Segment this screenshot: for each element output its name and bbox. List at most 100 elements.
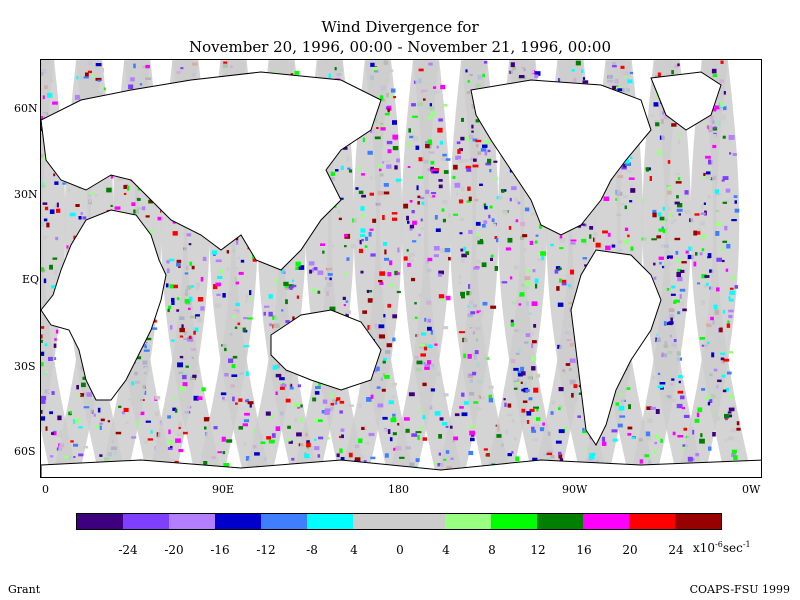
divergence-speckle	[515, 219, 519, 223]
divergence-speckle	[344, 245, 347, 248]
colorbar-tick-label: 20	[622, 543, 638, 557]
divergence-speckle	[657, 212, 662, 217]
divergence-speckle	[602, 441, 607, 446]
divergence-speckle	[533, 406, 539, 409]
divergence-speckle	[509, 197, 512, 202]
divergence-speckle	[468, 373, 473, 376]
divergence-speckle	[350, 244, 357, 249]
divergence-speckle	[356, 238, 361, 243]
landmass-greenland	[650, 71, 722, 131]
colorbar-swatch	[399, 514, 445, 529]
divergence-speckle	[438, 184, 443, 189]
divergence-speckle	[415, 431, 422, 434]
divergence-speckle	[190, 306, 193, 311]
divergence-speckle	[249, 297, 254, 301]
landmass-south-america	[570, 249, 662, 446]
divergence-speckle	[694, 418, 700, 423]
divergence-speckle	[264, 305, 270, 308]
divergence-speckle	[344, 271, 348, 275]
divergence-speckle	[197, 318, 203, 323]
divergence-speckle	[605, 245, 611, 251]
divergence-speckle	[487, 149, 491, 153]
divergence-speckle	[488, 385, 494, 389]
divergence-speckle	[253, 429, 257, 434]
divergence-speckle	[672, 219, 678, 222]
divergence-speckle	[195, 282, 200, 288]
divergence-speckle	[193, 330, 196, 335]
divergence-speckle	[370, 253, 376, 257]
divergence-speckle	[629, 200, 633, 203]
divergence-speckle	[540, 251, 546, 256]
divergence-speckle	[707, 195, 711, 199]
divergence-speckle	[468, 450, 474, 456]
divergence-speckle	[443, 170, 449, 174]
divergence-speckle	[85, 72, 89, 77]
divergence-speckle	[463, 353, 467, 359]
divergence-speckle	[578, 392, 582, 395]
map-canvas	[41, 60, 761, 477]
divergence-speckle	[536, 417, 541, 421]
divergence-speckle	[379, 271, 385, 276]
divergence-speckle	[384, 112, 390, 116]
divergence-speckle	[677, 276, 683, 282]
divergence-speckle	[243, 441, 247, 446]
divergence-speckle	[425, 189, 430, 194]
divergence-speckle	[696, 412, 700, 418]
divergence-speckle	[379, 168, 382, 172]
divergence-speckle	[407, 220, 410, 224]
divergence-speckle	[470, 311, 476, 315]
divergence-speckle	[41, 399, 46, 404]
divergence-speckle	[143, 390, 147, 395]
divergence-speckle	[130, 77, 135, 82]
divergence-speckle	[423, 98, 426, 101]
divergence-speckle	[140, 411, 145, 416]
divergence-speckle	[358, 190, 364, 194]
divergence-speckle	[409, 227, 413, 231]
divergence-speckle	[724, 438, 728, 442]
divergence-speckle	[517, 373, 523, 377]
divergence-speckle	[55, 329, 59, 334]
divergence-speckle	[699, 438, 705, 444]
divergence-speckle	[458, 159, 464, 163]
divergence-speckle	[727, 411, 732, 414]
divergence-speckle	[52, 257, 58, 260]
divergence-speckle	[56, 208, 61, 213]
divergence-speckle	[628, 404, 631, 410]
divergence-speckle	[370, 456, 376, 460]
divergence-speckle	[484, 151, 488, 156]
divergence-speckle	[427, 360, 431, 365]
colorbar-swatch	[583, 514, 629, 529]
divergence-speckle	[55, 236, 59, 241]
divergence-speckle	[73, 443, 79, 447]
divergence-speckle	[733, 195, 738, 198]
divergence-speckle	[158, 439, 162, 444]
divergence-speckle	[625, 162, 631, 166]
divergence-speckle	[232, 396, 235, 402]
divergence-speckle	[222, 293, 226, 298]
divergence-speckle	[335, 397, 341, 401]
divergence-speckle	[427, 344, 433, 349]
divergence-speckle	[444, 248, 451, 253]
divergence-speckle	[145, 420, 151, 423]
divergence-speckle	[176, 297, 180, 301]
divergence-speckle	[471, 130, 474, 133]
divergence-speckle	[56, 202, 59, 208]
divergence-speckle	[662, 111, 665, 115]
divergence-speckle	[272, 365, 278, 370]
lat-label-60s: 60S	[14, 445, 36, 458]
divergence-speckle	[231, 364, 236, 369]
divergence-speckle	[717, 338, 722, 344]
divergence-speckle	[681, 261, 687, 264]
divergence-speckle	[513, 265, 519, 270]
divergence-speckle	[575, 60, 581, 66]
divergence-speckle	[709, 269, 714, 273]
divergence-speckle	[73, 456, 76, 458]
divergence-speckle	[293, 402, 299, 408]
divergence-speckle	[197, 396, 203, 400]
divergence-speckle	[660, 244, 665, 248]
divergence-speckle	[463, 401, 469, 405]
divergence-speckle	[445, 460, 451, 463]
divergence-speckle	[479, 183, 483, 186]
divergence-speckle	[368, 231, 372, 237]
divergence-speckle	[461, 392, 465, 397]
